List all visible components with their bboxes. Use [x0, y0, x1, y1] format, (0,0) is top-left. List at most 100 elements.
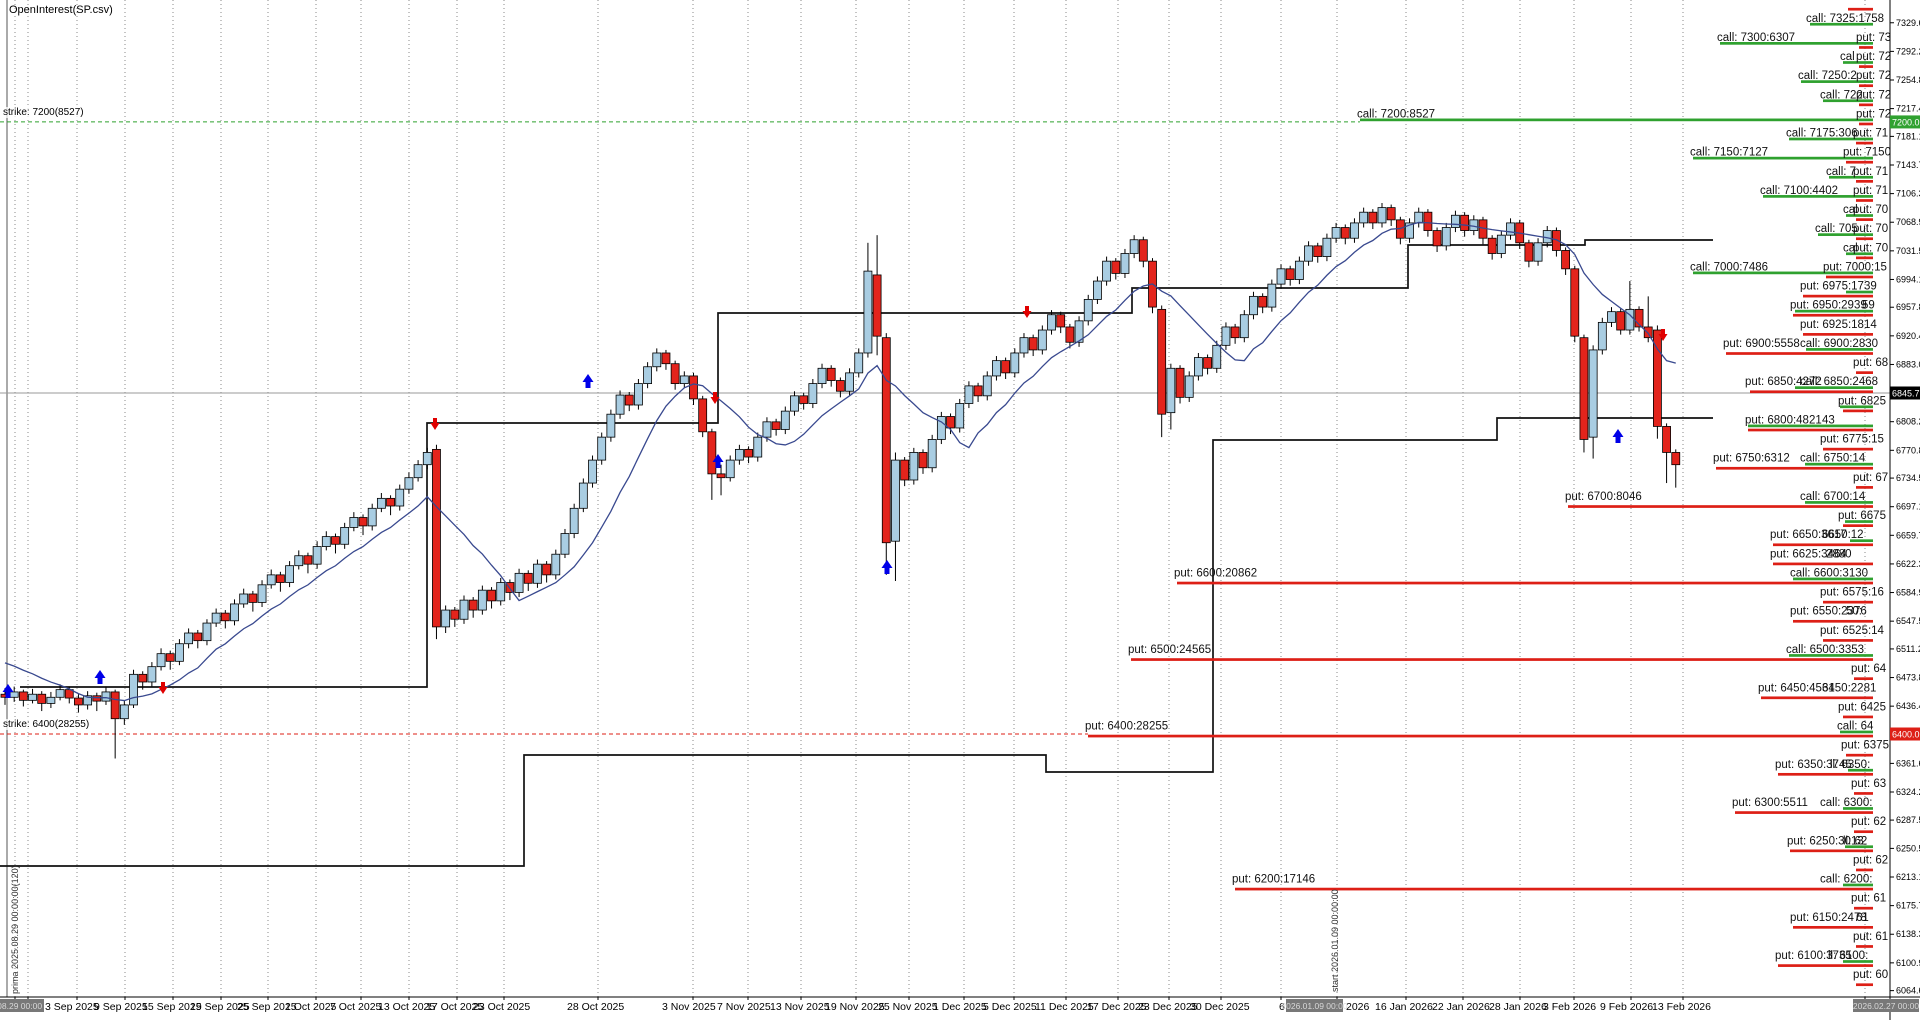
put-oi-bar — [1235, 887, 1873, 891]
bull-candle — [588, 459, 597, 484]
bull-candle — [1184, 375, 1194, 398]
call-oi-label: cal — [1840, 51, 1855, 63]
bull-candle — [790, 395, 799, 412]
bull-candle — [780, 410, 790, 430]
bull-candle — [1221, 326, 1231, 346]
date-label: 3 Feb 2026 — [1543, 1001, 1596, 1013]
sell-arrow-icon — [1022, 306, 1032, 318]
bull-candle — [982, 375, 992, 397]
buy-arrow-icon — [1612, 429, 1624, 443]
date-label: 15 Sep 2025 — [142, 1001, 202, 1013]
date-label: 5 Dec 2025 — [983, 1001, 1037, 1013]
date-label: 30 Dec 2025 — [1190, 1001, 1250, 1013]
put-oi-label: put: 6800:4821 — [1745, 414, 1822, 426]
call-oi-label: call: 6600:3130 — [1790, 567, 1868, 579]
bear-candle — [1028, 337, 1038, 351]
put-oi-label: put: 6750:6312 — [1713, 453, 1790, 465]
bear-candle — [248, 593, 258, 603]
call-oi-bar — [1840, 730, 1873, 734]
put-oi-bar — [1823, 639, 1873, 642]
bull-candle — [1588, 349, 1598, 438]
price-tick-label: 7329.6 — [1896, 18, 1920, 28]
call-oi-bar — [1846, 214, 1873, 217]
bull-candle — [119, 704, 129, 720]
bear-candle — [386, 497, 395, 507]
price-tick-label: 7217.4 — [1896, 104, 1920, 114]
bear-candle — [1671, 452, 1681, 466]
date-label: 28 Jan 2026 — [1489, 1001, 1547, 1013]
call-oi-bar — [1843, 883, 1873, 887]
put-oi-bar — [1859, 122, 1873, 126]
bull-candle — [9, 691, 19, 698]
call-oi-bar — [1360, 118, 1873, 122]
price-tick-label: 6361.6 — [1896, 758, 1920, 768]
put-oi-bar — [1568, 505, 1873, 508]
put-oi-bar — [1856, 141, 1873, 145]
bear-candle — [432, 448, 441, 628]
call-oi-bar — [1693, 271, 1873, 275]
datetime-box-label: 2026.02.27 00:00 — [1853, 1001, 1919, 1011]
put-oi-bar — [1735, 811, 1873, 814]
bull-candle — [551, 553, 561, 576]
call-oi-label: call: 7200:8527 — [1357, 108, 1435, 120]
bull-candle — [606, 413, 616, 438]
buy-arrow-icon — [712, 454, 724, 468]
date-label: 3 Nov 2025 — [662, 1001, 716, 1013]
put-oi-label: put: 70 — [1853, 223, 1888, 235]
bull-candle — [845, 372, 854, 392]
put-oi-label: put: 6400:28255 — [1085, 721, 1168, 733]
call-oi-label: call: 6900:2830 — [1800, 338, 1878, 350]
put-oi-label: put: 60 — [1853, 969, 1888, 981]
bull-candle — [936, 416, 946, 440]
bull-candle — [1249, 295, 1258, 316]
price-tick-label: 7106.3 — [1896, 189, 1920, 199]
bear-candle — [799, 395, 809, 404]
price-tick-label: 6547.5 — [1896, 616, 1920, 626]
start-series-marker-label: start 2026.01.09 00:00:00 — [1330, 889, 1340, 992]
call-oi-bar — [1805, 462, 1873, 466]
bull-candle — [679, 375, 689, 384]
price-tick-label: 6957.8 — [1896, 302, 1920, 312]
price-tick-label: 7068.9 — [1896, 217, 1920, 227]
bear-candle — [1138, 239, 1148, 262]
bear-candle — [1258, 295, 1268, 308]
oi-label-fragment: 59 — [1862, 300, 1875, 312]
call-oi-label: ll: 6100: — [1828, 950, 1868, 962]
bull-candle — [1194, 357, 1203, 377]
bull-candle — [312, 546, 322, 565]
put-oi-bar — [1859, 103, 1873, 107]
bull-candle — [1093, 280, 1102, 300]
bear-candle — [973, 385, 983, 397]
put-oi-bar — [1177, 581, 1873, 585]
bear-candle — [1285, 268, 1295, 280]
put-oi-label: put: 62 — [1853, 854, 1888, 866]
bear-candle — [220, 612, 230, 622]
bull-candle — [211, 612, 221, 624]
put-oi-label: put: 6575:16 — [1820, 587, 1884, 599]
put-oi-bar — [1856, 486, 1873, 489]
date-label: 25 Sep 2025 — [237, 1001, 297, 1013]
put-oi-bar — [1848, 7, 1873, 11]
bear-candle — [1561, 250, 1570, 270]
put-oi-label: put: 6600:20862 — [1174, 567, 1257, 579]
put-oi-bar — [1856, 945, 1873, 948]
bull-candle — [257, 584, 267, 603]
bear-candle — [1579, 337, 1589, 440]
price-tick-label: 6138.3 — [1896, 929, 1920, 939]
put-oi-label: put: 72 — [1856, 89, 1891, 101]
put-oi-label: put: 7000:15 — [1823, 261, 1887, 273]
put-oi-bar — [1778, 772, 1873, 776]
put-oi-bar — [1854, 906, 1873, 910]
bear-candle — [165, 653, 175, 662]
bull-candle — [1496, 234, 1506, 254]
price-tick-label: 6436.4 — [1896, 701, 1920, 711]
put-oi-bar — [1793, 313, 1873, 317]
bear-candle — [303, 555, 313, 565]
call-oi-bar — [1748, 424, 1873, 428]
call-oi-label: call: 64 — [1837, 721, 1874, 733]
price-tick-label: 7292.2 — [1896, 46, 1920, 56]
put-oi-bar — [1793, 925, 1873, 929]
bull-candle — [1607, 311, 1616, 323]
